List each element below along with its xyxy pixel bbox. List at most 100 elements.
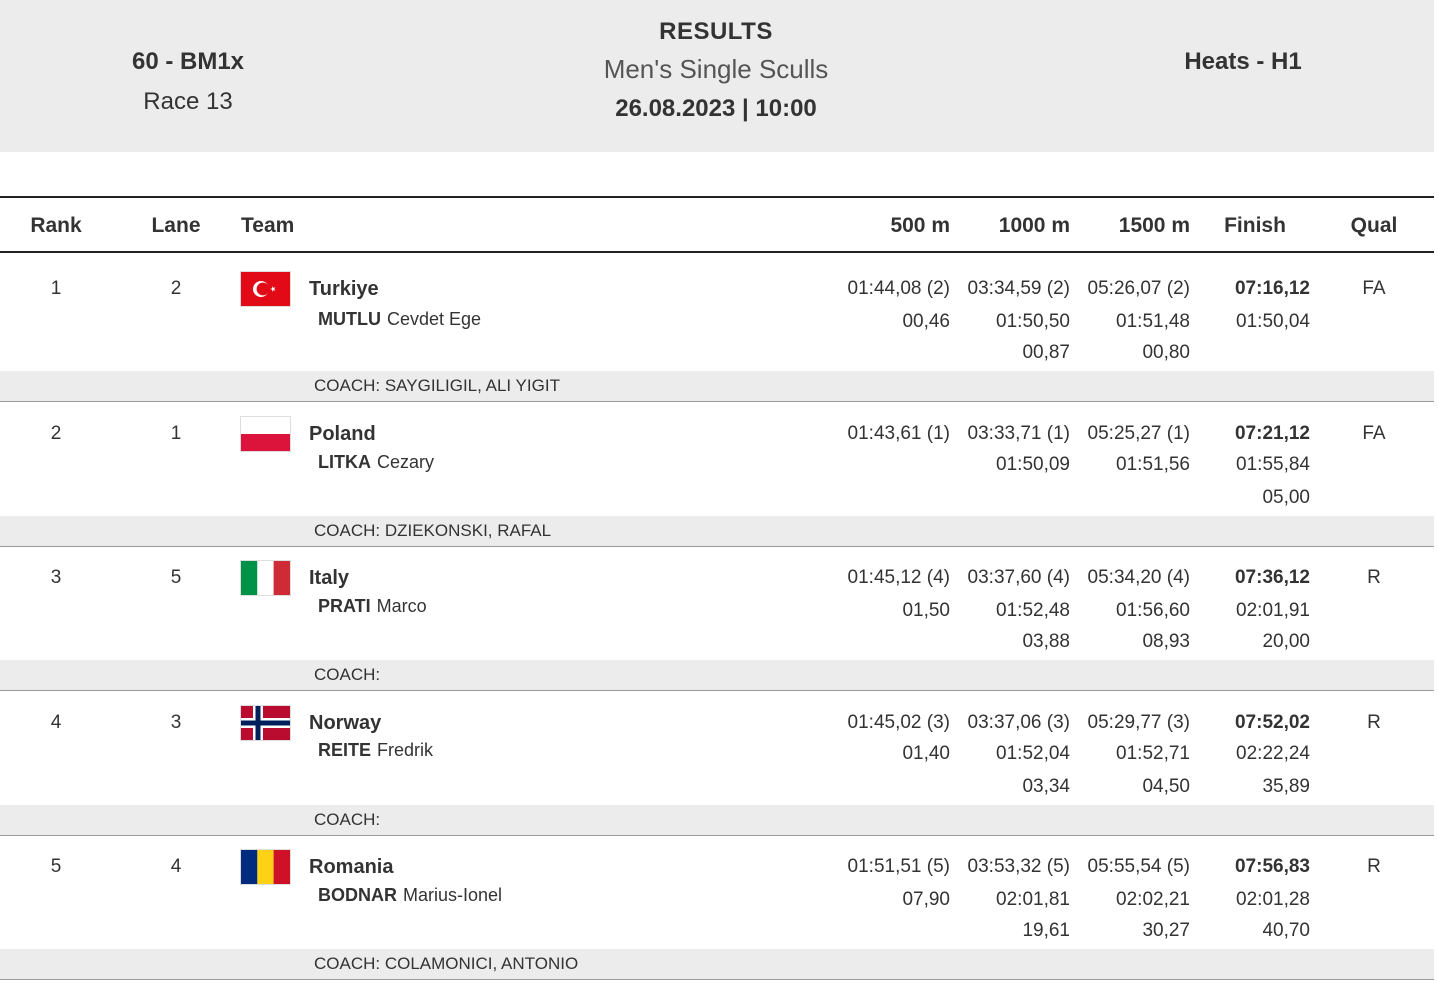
results-title-block: RESULTS Men's Single Sculls 26.08.2023 |…	[476, 18, 956, 123]
finish-time: 07:21,12	[1234, 423, 1310, 444]
results-table-header: Rank Lane Team 500 m 1000 m 1500 m Finis…	[0, 196, 1434, 253]
split-500m-time: 07,90	[902, 889, 950, 910]
coach-name: COACH: SAYGILIGIL, ALI YIGIT	[314, 376, 560, 395]
athlete-surname: PRATI	[318, 596, 371, 616]
split-1000m: 03:37,06 (3)	[967, 712, 1070, 733]
split-1500m: 05:29,77 (3)	[1087, 712, 1190, 733]
coach-name: COACH:	[314, 810, 381, 829]
finish-split: 02:01,28	[1236, 889, 1310, 910]
table-row: 1 2 Turkiye MUTLU Cevdet Ege 01:44,08 (2)…	[0, 254, 1434, 402]
split-1500m-diff: 08,93	[1142, 631, 1190, 652]
table-row: 2 1 Poland LITKA Cezary 01:43,61 (1) 03:3…	[0, 399, 1434, 547]
team-country: Turkiye	[309, 278, 379, 300]
split-1000m-diff: 19,61	[1022, 920, 1070, 941]
coach-name: COACH:	[314, 665, 381, 684]
split-1000m-diff: 03,34	[1022, 776, 1070, 797]
event-name: Men's Single Sculls	[603, 54, 829, 84]
split-1000m: 03:34,59 (2)	[967, 278, 1070, 299]
column-header-rank: Rank	[30, 214, 82, 237]
split-1500m: 05:26,07 (2)	[1087, 278, 1190, 299]
finish-time: 07:16,12	[1234, 278, 1310, 299]
results-title: RESULTS	[659, 18, 773, 45]
poland-flag-icon	[241, 417, 290, 451]
split-1000m: 03:33,71 (1)	[967, 423, 1070, 444]
finish-time: 07:36,12	[1234, 567, 1310, 588]
lane-cell: 2	[170, 278, 182, 299]
table-row: 4 3 Norway REITE Fredrik 01:45,02 (3) 01,…	[0, 688, 1434, 836]
romania-flag-icon	[241, 850, 290, 884]
rank-cell: 3	[50, 567, 62, 588]
results-header: 60 - BM1x Race 13 RESULTS Men's Single S…	[0, 0, 1434, 152]
split-1500m-time: 02:02,21	[1116, 889, 1190, 910]
split-1000m: 03:53,32 (5)	[967, 856, 1070, 877]
split-1000m-diff: 00,87	[1022, 342, 1070, 363]
split-1000m: 03:37,60 (4)	[967, 567, 1070, 588]
athlete-name: REITE Fredrik	[318, 740, 433, 761]
split-1500m-time: 01:51,48	[1116, 311, 1190, 332]
split-1000m-time: 01:50,50	[996, 311, 1070, 332]
split-1500m-diff: 04,50	[1142, 776, 1190, 797]
athlete-surname: MUTLU	[318, 309, 381, 329]
finish-split: 01:55,84	[1236, 454, 1310, 475]
athlete-firstname: Marco	[376, 596, 427, 616]
coach-name: COACH: DZIEKONSKI, RAFAL	[314, 521, 552, 540]
athlete-firstname: Cezary	[377, 452, 435, 472]
split-500m-time: 01,50	[902, 600, 950, 621]
finish-time: 07:56,83	[1234, 856, 1310, 877]
turkey-flag-icon	[241, 272, 290, 306]
split-1500m-time: 01:51,56	[1116, 454, 1190, 475]
norway-flag-icon	[241, 706, 290, 740]
coach-row: COACH: SAYGILIGIL, ALI YIGIT	[0, 371, 1434, 402]
coach-row: COACH: DZIEKONSKI, RAFAL	[0, 516, 1434, 547]
athlete-name: BODNAR Marius-Ionel	[318, 885, 502, 906]
event-code: 60 - BM1x	[131, 48, 245, 75]
rank-cell: 1	[50, 278, 62, 299]
split-500m-time: 01,40	[902, 743, 950, 764]
split-500m: 01:51,51 (5)	[847, 856, 950, 877]
split-1000m-time: 02:01,81	[996, 889, 1070, 910]
column-header-qual: Qual	[1350, 214, 1398, 237]
lane-cell: 4	[170, 856, 182, 877]
athlete-firstname: Marius-Ionel	[403, 885, 503, 905]
qual-cell: R	[1367, 856, 1381, 877]
split-1000m-diff: 03,88	[1022, 631, 1070, 652]
coach-row: COACH:	[0, 805, 1434, 836]
split-1500m: 05:55,54 (5)	[1087, 856, 1190, 877]
column-header-team: Team	[241, 214, 295, 237]
team-country: Romania	[309, 856, 394, 878]
finish-split: 02:22,24	[1236, 743, 1310, 764]
split-1500m: 05:25,27 (1)	[1087, 423, 1190, 444]
finish-diff: 40,70	[1262, 920, 1310, 941]
lane-cell: 3	[170, 712, 182, 733]
split-1000m-time: 01:52,48	[996, 600, 1070, 621]
coach-row: COACH:	[0, 660, 1434, 691]
split-500m-time: 00,46	[902, 311, 950, 332]
column-header-finish: Finish	[1224, 214, 1286, 237]
table-row: 5 4 Romania BODNAR Marius-Ionel 01:51,51 …	[0, 832, 1434, 980]
rank-cell: 2	[50, 423, 62, 444]
column-header-1500m: 1500 m	[1118, 214, 1190, 237]
column-header-1000m: 1000 m	[998, 214, 1070, 237]
split-1500m-diff: 30,27	[1142, 920, 1190, 941]
finish-split: 01:50,04	[1236, 311, 1310, 332]
finish-diff: 05,00	[1262, 487, 1310, 508]
race-number: Race 13	[143, 88, 233, 115]
column-header-500m: 500 m	[890, 214, 950, 237]
team-country: Italy	[309, 567, 350, 589]
split-500m: 01:44,08 (2)	[847, 278, 950, 299]
team-country: Poland	[309, 423, 376, 445]
finish-split: 02:01,91	[1236, 600, 1310, 621]
event-date-time: 26.08.2023 | 10:00	[615, 95, 817, 122]
column-header-lane: Lane	[151, 214, 201, 237]
finish-time: 07:52,02	[1234, 712, 1310, 733]
lane-cell: 5	[170, 567, 182, 588]
event-info: 60 - BM1x Race 13	[0, 48, 376, 116]
qual-cell: FA	[1362, 423, 1386, 444]
team-country: Norway	[309, 712, 382, 734]
rank-cell: 4	[50, 712, 62, 733]
split-500m: 01:45,02 (3)	[847, 712, 950, 733]
race-phase: Heats - H1	[1184, 48, 1302, 75]
athlete-surname: REITE	[318, 740, 372, 760]
split-500m: 01:43,61 (1)	[847, 423, 950, 444]
athlete-name: MUTLU Cevdet Ege	[318, 309, 481, 330]
